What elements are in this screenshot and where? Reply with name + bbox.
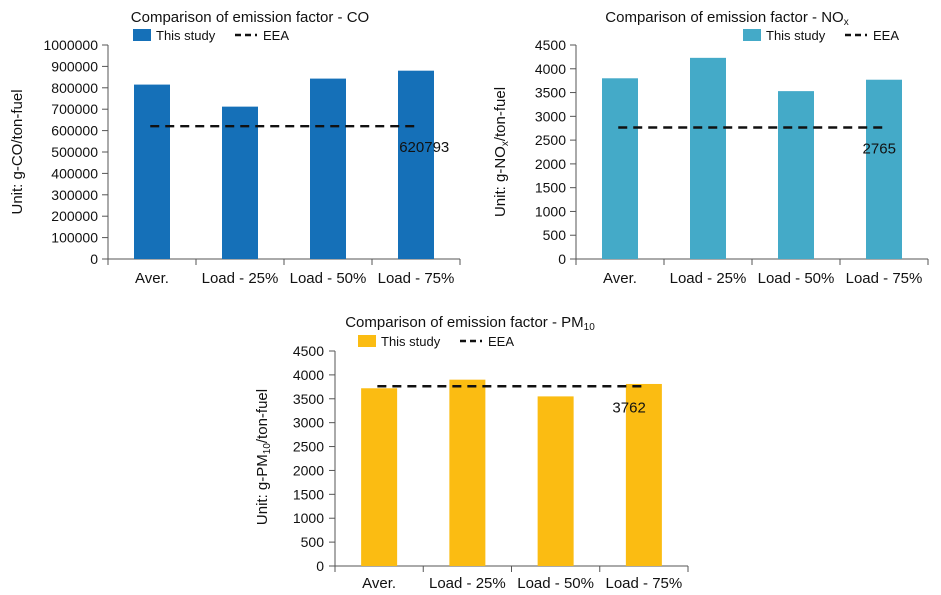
co-bar-3 <box>310 78 346 260</box>
pm10-y-tick-label: 4500 <box>293 343 324 359</box>
co-y-tick-label: 400000 <box>51 165 98 181</box>
pm10-y-tick-label: 3000 <box>293 415 324 431</box>
nox-y-tick-label: 2500 <box>535 132 566 148</box>
pm10-y-axis-label: Unit: g-PM10/ton-fuel <box>254 389 273 525</box>
nox-legend-swatch <box>743 29 761 41</box>
pm10-y-tick-label: 1000 <box>293 510 324 526</box>
pm10-ylabel-tail: /ton-fuel <box>254 389 271 443</box>
nox-legend-series-label: This study <box>766 28 826 43</box>
nox-bar-3 <box>778 91 814 259</box>
pm10-bar-1 <box>361 388 398 566</box>
pm10-category-label: Load - 50% <box>517 575 594 592</box>
nox-ylabel-sub: x <box>500 141 511 146</box>
co-ylabel-main: Unit: g-CO/ton-fuel <box>9 89 26 214</box>
pm10-y-tick-label: 0 <box>316 558 324 574</box>
chart-co-svg: Comparison of emission factor - CO Unit: … <box>9 9 461 287</box>
co-legend-swatch <box>133 29 151 41</box>
co-category-label: Aver. <box>135 270 169 287</box>
pm10-title-main: Comparison of emission factor - PM <box>345 314 583 331</box>
nox-category-label: Aver. <box>603 270 637 287</box>
co-y-tick-label: 900000 <box>51 58 98 74</box>
co-y-tick-label: 800000 <box>51 80 98 96</box>
chart-co: Comparison of emission factor - CO Unit: … <box>0 0 470 295</box>
nox-y-tick-label: 3000 <box>535 108 566 124</box>
pm10-chart-title: Comparison of emission factor - PM10 <box>345 314 595 333</box>
pm10-y-tick-label: 2500 <box>293 439 324 455</box>
pm10-title-sub: 10 <box>584 322 596 333</box>
pm10-bar-3 <box>537 396 574 566</box>
co-reference-value: 620793 <box>399 139 449 156</box>
co-legend-series-label: This study <box>156 28 216 43</box>
nox-ylabel-main: Unit: g-NO <box>492 146 509 217</box>
nox-title-main: Comparison of emission factor - NO <box>605 9 843 26</box>
pm10-legend-series-label: This study <box>381 334 441 349</box>
pm10-y-tick-label: 500 <box>301 534 325 550</box>
co-bar-1 <box>134 84 170 259</box>
pm10-legend-reference-label: EEA <box>488 334 514 349</box>
nox-chart-title: Comparison of emission factor - NOx <box>605 9 848 28</box>
nox-y-tick-label: 500 <box>543 227 567 243</box>
co-category-label: Load - 75% <box>378 270 455 287</box>
pm10-y-tick-label: 2000 <box>293 462 324 478</box>
nox-bar-2 <box>690 57 726 260</box>
nox-y-tick-label: 2000 <box>535 156 566 172</box>
co-y-tick-label: 200000 <box>51 208 98 224</box>
co-bar-2 <box>222 106 258 259</box>
co-y-tick-label: 500000 <box>51 144 98 160</box>
co-category-label: Load - 25% <box>202 270 279 287</box>
co-chart-title: Comparison of emission factor - CO <box>131 9 369 26</box>
co-y-tick-label: 100000 <box>51 230 98 246</box>
nox-y-tick-label: 4500 <box>535 37 566 53</box>
co-y-tick-label: 0 <box>90 251 98 267</box>
pm10-reference-value: 3762 <box>612 399 645 416</box>
pm10-legend-swatch <box>358 335 376 347</box>
nox-category-label: Load - 25% <box>670 270 747 287</box>
pm10-ylabel-sub: 10 <box>262 443 273 455</box>
nox-bar-4 <box>866 79 902 260</box>
chart-pm10-svg: Comparison of emission factor - PM10Unit… <box>254 314 689 592</box>
nox-category-label: Load - 75% <box>846 270 923 287</box>
co-y-tick-label: 700000 <box>51 101 98 117</box>
pm10-bar-2 <box>449 379 486 566</box>
nox-legend-reference-label: EEA <box>873 28 899 43</box>
pm10-category-label: Load - 75% <box>606 575 683 592</box>
nox-y-tick-label: 0 <box>558 251 566 267</box>
nox-y-tick-label: 3500 <box>535 85 566 101</box>
co-category-label: Load - 50% <box>290 270 367 287</box>
chart-pm10: Comparison of emission factor - PM10 Unit… <box>230 305 700 595</box>
nox-y-tick-label: 4000 <box>535 61 566 77</box>
nox-category-label: Load - 50% <box>758 270 835 287</box>
pm10-category-label: Aver. <box>362 575 396 592</box>
chart-nox: Comparison of emission factor - NOx Unit:… <box>470 0 941 295</box>
co-y-tick-label: 1000000 <box>43 37 98 53</box>
co-y-tick-label: 300000 <box>51 187 98 203</box>
nox-title-sub: x <box>844 17 849 28</box>
pm10-ylabel-main: Unit: g-PM <box>254 454 271 525</box>
nox-bar-1 <box>602 78 638 260</box>
nox-y-axis-label: Unit: g-NOx/ton-fuel <box>492 87 511 217</box>
co-y-axis-label: Unit: g-CO/ton-fuel <box>9 89 26 214</box>
nox-reference-value: 2765 <box>863 141 896 158</box>
nox-y-tick-label: 1500 <box>535 180 566 196</box>
nox-y-tick-label: 1000 <box>535 203 566 219</box>
pm10-y-tick-label: 4000 <box>293 367 324 383</box>
pm10-y-tick-label: 3500 <box>293 391 324 407</box>
nox-ylabel-tail: /ton-fuel <box>492 87 509 141</box>
co-bar-4 <box>398 70 434 260</box>
pm10-bar-4 <box>625 383 662 566</box>
pm10-y-tick-label: 1500 <box>293 486 324 502</box>
co-y-tick-label: 600000 <box>51 123 98 139</box>
co-title-main: Comparison of emission factor - CO <box>131 9 369 26</box>
pm10-category-label: Load - 25% <box>429 575 506 592</box>
chart-nox-svg: Comparison of emission factor - NOxUnit:… <box>492 9 929 287</box>
co-legend-reference-label: EEA <box>263 28 289 43</box>
